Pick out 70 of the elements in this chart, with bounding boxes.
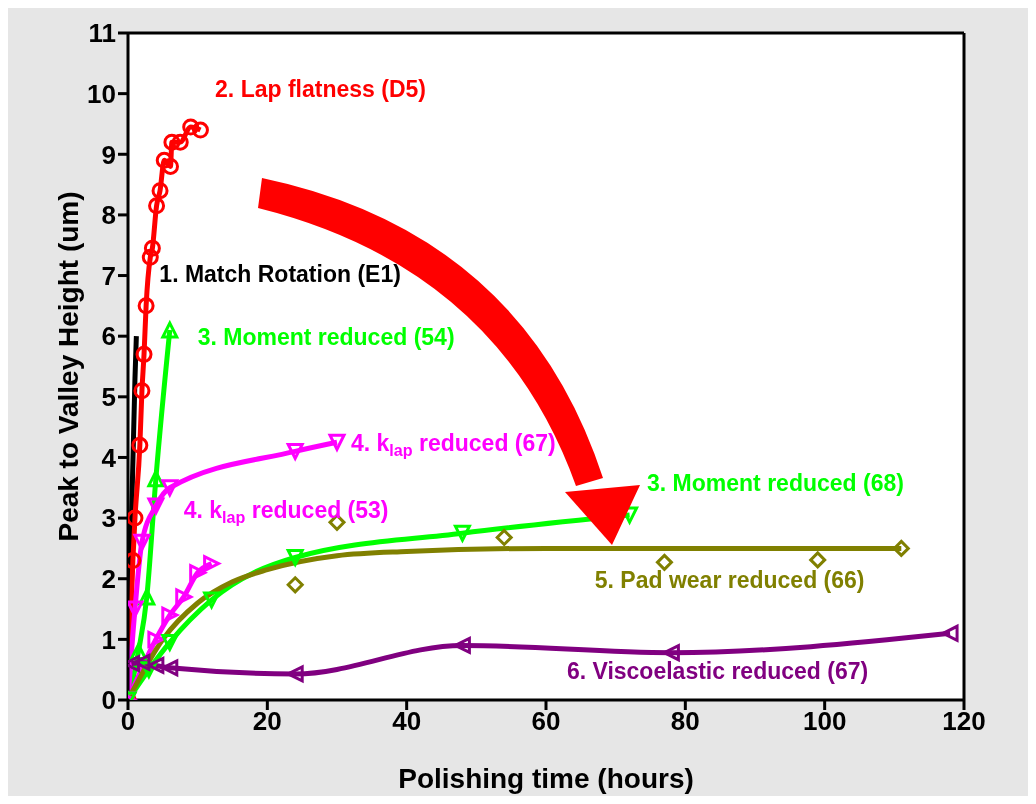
point — [161, 606, 179, 624]
y-tick-label: 11 — [88, 18, 116, 49]
point — [328, 433, 346, 451]
x-tick-label: 80 — [670, 706, 700, 737]
point — [453, 524, 471, 542]
point — [941, 624, 959, 642]
point — [453, 636, 471, 654]
point — [133, 653, 151, 671]
point — [128, 509, 144, 527]
point — [147, 470, 165, 488]
y-tick-label: 5 — [101, 382, 116, 413]
series-label: 3. Moment reduced (54) — [197, 324, 455, 351]
y-tick-label: 2 — [101, 563, 116, 594]
series-label: 6. Viscoelastic reduced (67) — [566, 657, 869, 684]
point — [809, 551, 827, 569]
series-label: 4. k$_{lap}$ reduced (53) — [183, 497, 389, 526]
y-tick-label: 3 — [101, 503, 116, 534]
x-tick-label: 20 — [252, 706, 282, 737]
point — [171, 133, 189, 151]
x-tick-label: 40 — [392, 706, 422, 737]
point — [151, 182, 169, 200]
point — [202, 591, 221, 611]
point — [191, 121, 209, 139]
y-tick-label: 4 — [101, 442, 117, 473]
x-tick-label: 0 — [120, 706, 136, 737]
point — [182, 118, 200, 136]
point — [286, 576, 304, 594]
point — [892, 539, 910, 557]
point — [147, 630, 165, 648]
point — [147, 656, 165, 674]
y-axis-title: Peak to Valley Height (um) — [52, 191, 84, 542]
point — [175, 588, 193, 606]
point — [162, 157, 179, 175]
point — [662, 644, 680, 662]
point — [286, 549, 304, 566]
point — [189, 564, 207, 582]
point — [163, 133, 181, 151]
point — [143, 239, 161, 257]
y-tick-label: 9 — [101, 139, 116, 170]
point — [137, 297, 155, 315]
x-tick-label: 120 — [942, 706, 986, 737]
y-tick-label: 8 — [101, 200, 116, 231]
x-tick-label: 100 — [802, 706, 847, 737]
point — [160, 479, 180, 499]
point — [161, 633, 179, 651]
series-label: 2. Lap flatness (D5) — [215, 75, 426, 102]
point — [131, 436, 149, 454]
point — [141, 248, 159, 266]
point — [135, 345, 153, 363]
point — [655, 553, 673, 571]
series-label: 5. Pad wear reduced (66) — [594, 566, 865, 593]
point — [133, 533, 151, 551]
series-label: 3. Moment reduced (68) — [647, 469, 904, 496]
y-tick-label: 6 — [101, 321, 116, 352]
point — [160, 319, 180, 339]
point — [495, 528, 513, 546]
series-label: 4. k$_{lap}$ reduced (67) — [350, 430, 556, 460]
y-tick-label: 0 — [101, 685, 116, 716]
y-tick-label: 7 — [101, 260, 116, 291]
point — [146, 497, 166, 517]
point — [128, 600, 144, 618]
x-axis-title: Polishing time (hours) — [398, 762, 694, 794]
point — [286, 442, 304, 460]
text: 1. Match Rotation (E1) — [159, 260, 401, 287]
x-tick-label: 60 — [531, 706, 561, 737]
point — [148, 197, 166, 215]
point — [133, 382, 151, 400]
y-tick-label: 10 — [87, 78, 116, 109]
point — [203, 555, 221, 573]
y-tick-label: 1 — [101, 624, 116, 655]
